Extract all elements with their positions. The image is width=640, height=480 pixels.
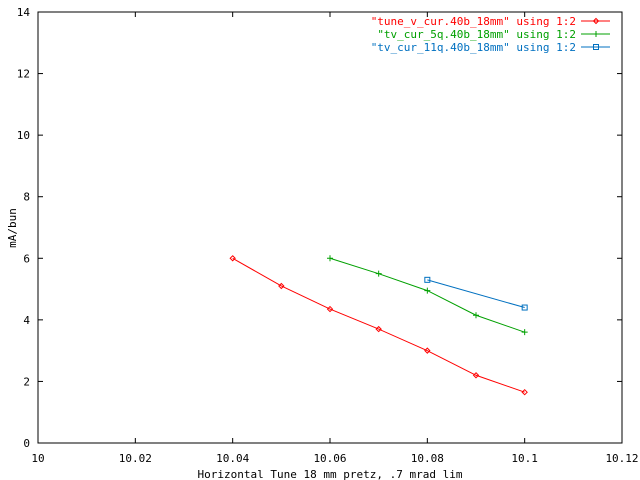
y-tick-label: 2 <box>23 375 30 388</box>
data-point-plus <box>424 287 431 294</box>
data-point-plus <box>473 312 479 319</box>
data-point-square <box>424 276 431 283</box>
axis-ticks: 10 10.02 10.04 10.06 10.08 10.1 10.12 0 2 4 6 8 10 12… <box>17 6 639 465</box>
x-tick-label: 10.08 <box>411 452 444 465</box>
legend-label: "tv_cur_11q.40b_18mm" using 1:2 <box>371 41 576 54</box>
series-line <box>232 257 525 393</box>
data-point-diamond <box>326 305 334 313</box>
data-point-diamond <box>375 325 382 333</box>
series-3 <box>424 276 528 311</box>
y-tick-label: 4 <box>23 314 30 327</box>
data-point-square <box>593 44 599 50</box>
data-point-plus <box>593 31 599 37</box>
y-tick-label: 6 <box>23 252 30 265</box>
x-tick-label: 10.06 <box>313 452 346 465</box>
x-tick-label: 10.1 <box>511 452 538 465</box>
y-tick-label: 14 <box>17 6 31 19</box>
y-tick-label: 12 <box>17 68 30 81</box>
series-line <box>427 279 525 309</box>
data-point-diamond <box>278 282 285 290</box>
data-point-diamond <box>229 255 236 262</box>
legend: "tune_v_cur.40b_18mm" using 1:2"tv_cur_5… <box>371 15 610 54</box>
legend-label: "tune_v_cur.40b_18mm" using 1:2 <box>371 15 576 28</box>
data-point-square <box>521 304 528 311</box>
data-point-diamond <box>521 388 528 396</box>
legend-label: "tv_cur_5q.40b_18mm" using 1:2 <box>377 28 576 41</box>
y-axis-label: mA/bun <box>6 208 19 248</box>
data-point-plus <box>375 270 382 277</box>
series-layer <box>229 255 528 396</box>
x-tick-label: 10.12 <box>605 452 638 465</box>
x-tick-label: 10.04 <box>216 452 249 465</box>
x-axis-label: Horizontal Tune 18 mm pretz, .7 mrad lim <box>198 468 463 480</box>
data-point-diamond <box>592 17 600 25</box>
data-point-plus <box>327 255 333 262</box>
y-tick-label: 10 <box>17 129 30 142</box>
series-2 <box>327 255 528 336</box>
y-tick-label: 8 <box>23 191 30 204</box>
data-point-diamond <box>472 372 480 379</box>
x-tick-label: 10.02 <box>119 452 152 465</box>
data-point-plus <box>521 329 528 336</box>
y-tick-label: 0 <box>23 437 30 450</box>
x-tick-label: 10 <box>31 452 44 465</box>
data-point-diamond <box>424 347 431 354</box>
plot-frame <box>37 11 623 444</box>
series-1 <box>229 255 528 396</box>
